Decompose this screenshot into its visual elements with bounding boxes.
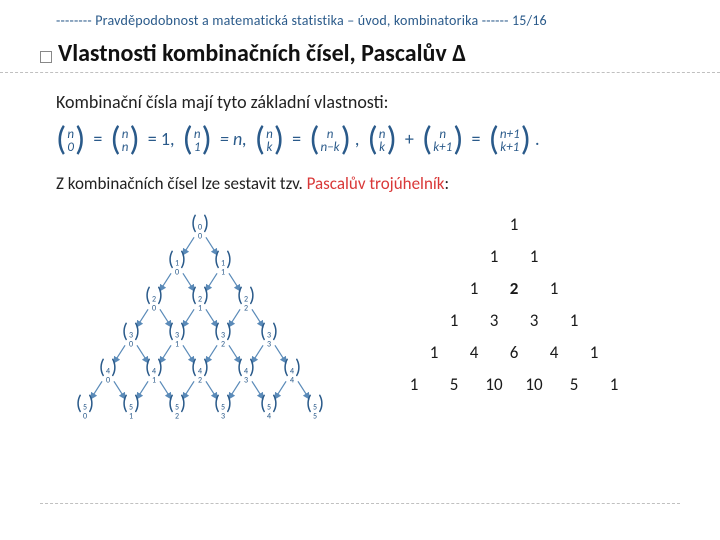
pascal-node: (54) xyxy=(260,395,278,422)
pascal-node: (33) xyxy=(260,323,278,350)
num-cell: 1 xyxy=(394,374,434,395)
num-cell: 1 xyxy=(514,246,554,267)
num-cell: 1 xyxy=(454,278,494,299)
arrows-svg xyxy=(60,210,340,430)
pascal-node: (53) xyxy=(214,395,232,422)
binom: (nn) xyxy=(110,127,139,155)
num-cell: 1 xyxy=(554,310,594,331)
num-cell: 3 xyxy=(474,310,514,331)
title-row: Vlastnosti kombinačních čísel, Pascalův … xyxy=(0,35,720,73)
pascal-node: (42) xyxy=(191,359,209,386)
num-row: 1331 xyxy=(364,310,664,331)
title-text: Vlastnosti kombinačních čísel, Pascalův xyxy=(58,39,452,68)
pascal-node: (41) xyxy=(145,359,163,386)
num-cell: 6 xyxy=(494,342,534,363)
pascal-node: (40) xyxy=(99,359,117,386)
num-cell: 1 xyxy=(594,374,634,395)
pascal-left-diagram: (00) (10) (11) (20) (21) (22) (30) (31) (32) (33)… xyxy=(60,210,340,430)
num-cell: 10 xyxy=(474,374,514,395)
pascal-node: (22) xyxy=(237,287,255,314)
pascal-node: (21) xyxy=(191,287,209,314)
num-cell: 1 xyxy=(474,246,514,267)
num-cell: 1 xyxy=(434,310,474,331)
num-cell: 10 xyxy=(514,374,554,395)
num-row: 15101051 xyxy=(364,374,664,395)
binom: (nk) xyxy=(367,127,396,155)
pascal-node: (44) xyxy=(283,359,301,386)
formula-row: (n0) = (nn) = 1, (n1) = n, (nk) = (nn−k)… xyxy=(0,121,720,163)
pascal-node: (55) xyxy=(306,395,324,422)
pascal-node: (31) xyxy=(168,323,186,350)
pascal-node: (30) xyxy=(122,323,140,350)
num-cell: 1 xyxy=(414,342,454,363)
page-header: -------- Pravděpodobnost a matematická s… xyxy=(0,0,720,35)
pascal-node: (00) xyxy=(191,215,209,242)
mid-post: : xyxy=(445,173,450,194)
triangles-container: (00) (10) (11) (20) (21) (22) (30) (31) (32) (33)… xyxy=(0,200,720,430)
num-cell: 1 xyxy=(494,214,534,235)
num-cell: 1 xyxy=(534,278,574,299)
page-title: Vlastnosti kombinačních čísel, Pascalův … xyxy=(58,39,466,68)
num-cell: 5 xyxy=(434,374,474,395)
bullet-icon xyxy=(40,51,52,63)
num-cell: 5 xyxy=(554,374,594,395)
pascal-node: (10) xyxy=(168,251,186,278)
num-cell: 3 xyxy=(514,310,554,331)
binom: (n0) xyxy=(56,127,85,155)
footer-divider xyxy=(40,503,680,504)
pascal-right-numbers: 11112113311464115101051 xyxy=(364,210,664,406)
pascal-node: (52) xyxy=(168,395,186,422)
num-cell: 4 xyxy=(454,342,494,363)
mid-red: Pascalův trojúhelník xyxy=(307,173,445,194)
pascal-node: (51) xyxy=(122,395,140,422)
subtitle: Kombinační čísla mají tyto základní vlas… xyxy=(0,81,720,121)
binom: (nk+1) xyxy=(422,127,464,155)
num-row: 121 xyxy=(364,278,664,299)
pascal-node: (43) xyxy=(237,359,255,386)
num-cell: 1 xyxy=(574,342,614,363)
binom: (n+1k+1) xyxy=(489,127,531,155)
num-row: 14641 xyxy=(364,342,664,363)
binom: (nn−k) xyxy=(309,127,351,155)
num-row: 1 xyxy=(364,214,664,235)
mid-pre: Z kombinačních čísel lze sestavit tzv. xyxy=(56,173,307,194)
num-cell: 4 xyxy=(534,342,574,363)
pascal-node: (50) xyxy=(76,395,94,422)
pascal-node: (20) xyxy=(145,287,163,314)
num-row: 11 xyxy=(364,246,664,267)
title-delta: Δ xyxy=(452,39,466,68)
binom: (nk) xyxy=(255,127,284,155)
num-cell: 2 xyxy=(494,278,534,299)
mid-text: Z kombinačních čísel lze sestavit tzv. P… xyxy=(0,163,720,200)
pascal-node: (32) xyxy=(214,323,232,350)
binom: (n1) xyxy=(183,127,212,155)
pascal-node: (11) xyxy=(214,251,232,278)
